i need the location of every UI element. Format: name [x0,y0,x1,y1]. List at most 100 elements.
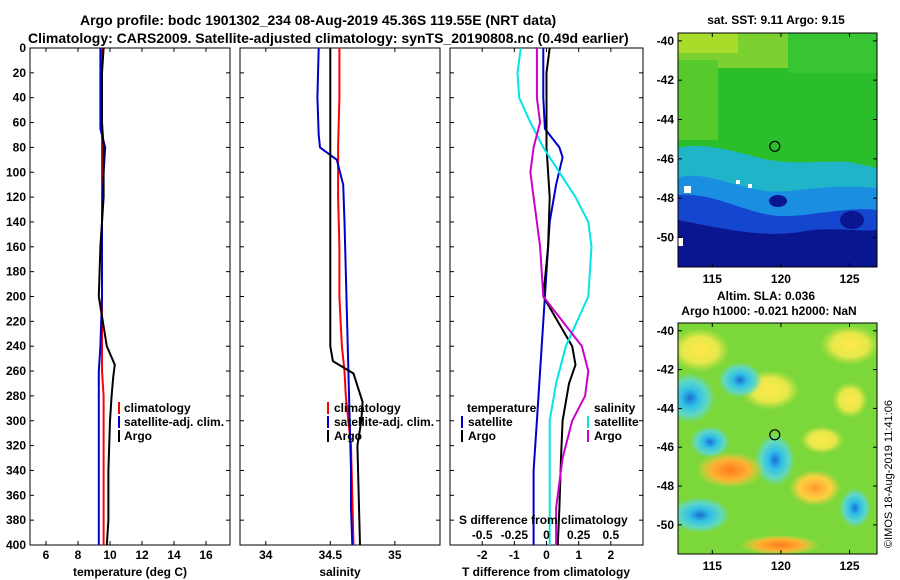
map-y-tick-label: -48 [657,191,675,205]
figure-title-line2: Climatology: CARS2009. Satellite-adjuste… [28,30,629,46]
map-y-tick-label: -42 [657,73,675,87]
legend-temperature-heading: temperature [467,401,537,415]
x-tick-label: 1 [575,548,582,562]
figure-title-line1: Argo profile: bodc 1901302_234 08-Aug-20… [80,12,556,28]
map-y-tick-label: -48 [657,479,675,493]
map-x-tick-label: 125 [840,272,860,286]
top-x-tick-label: 0.25 [567,528,591,542]
legend-salinity-heading: salinity [594,401,636,415]
y-tick-label: 220 [6,314,26,328]
y-tick-label: 120 [6,190,26,204]
x-tick-label: -1 [509,548,520,562]
map-y-tick-label: -50 [657,518,675,532]
salinity-difference-ticks: -0.5 -0.25 0 0.25 0.5 [472,528,620,542]
map-y-tick-label: -46 [657,152,675,166]
series-line-argo [329,48,364,546]
top-axis-label: S difference from climatology [459,513,628,527]
legend-climatology-label: climatology [124,401,191,415]
map-x-tick-label: 120 [771,559,791,573]
map-y-tick-label: -44 [657,113,675,127]
legend-t-argo-label: Argo [468,429,496,443]
x-tick-label: 10 [103,548,117,562]
map-x-tick-label: 125 [840,559,860,573]
y-tick-label: 160 [6,240,26,254]
y-tick-label: 140 [6,215,26,229]
y-tick-label: 60 [13,116,27,130]
series-line-argo [97,47,116,546]
sst-map-frame [677,32,878,268]
series-line-satellite-adj-clim- [316,47,354,546]
x-tick-label: -2 [477,548,488,562]
legend-satellite-label: satellite-adj. clim. [334,415,434,429]
series-line-s-satellite [516,47,593,545]
series-line-s-argo [529,48,590,545]
sla-map-frame [677,322,878,555]
difference-x-label: T difference from climatology [462,565,630,579]
sst-map-axes: -40 -42 -44 -46 -48 -50 115 120 125 [657,33,877,286]
temperature-x-label: temperature (deg C) [73,565,187,579]
top-x-tick-label: 0 [543,528,550,542]
map-y-tick-label: -44 [657,401,675,415]
sst-map-image [678,33,877,267]
sst-map-title: sat. SST: 9.11 Argo: 9.15 [707,13,845,27]
y-tick-label: 80 [13,140,27,154]
y-tick-label: 340 [6,463,26,477]
y-tick-label: 280 [6,389,26,403]
temperature-lines [97,47,116,546]
y-tick-label: 240 [6,339,26,353]
temperature-plot-frame [29,47,231,546]
legend-argo-label: Argo [124,429,152,443]
y-tick-label: 180 [6,265,26,279]
y-tick-label: 300 [6,414,26,428]
map-x-tick-label: 115 [703,559,723,573]
temperature-legend: climatology satellite-adj. clim. Argo [118,401,224,443]
difference-legend-salinity: salinity satellite Argo [587,401,639,443]
sla-map-axes: -40 -42 -44 -46 -48 -50 115 120 125 [657,323,877,573]
temperature-panel: 0 20 40 60 80 100 120 140 160 180 200 220 240 260 280 3… [6,41,231,579]
legend-argo-label: Argo [334,429,362,443]
salinity-panel: 34 34.5 35 salinity climatology satellite-… [239,47,441,579]
legend-s-satellite-label: satellite [594,415,639,429]
difference-x-axis: -2 -1 0 1 2 [477,48,614,562]
legend-satellite-label: satellite-adj. clim. [124,415,224,429]
y-tick-label: 0 [19,41,26,55]
x-tick-label: 6 [43,548,50,562]
salinity-legend: climatology satellite-adj. clim. Argo [327,401,434,443]
difference-lines [516,47,593,546]
series-line-satellite-adj-clim- [97,48,107,545]
legend-t-satellite-label: satellite [468,415,513,429]
difference-panel: -2 -1 0 1 2 T difference from climatology te… [449,47,644,579]
map-x-tick-label: 120 [771,272,791,286]
salinity-lines [316,47,364,546]
argo-position-marker [769,429,781,441]
legend-climatology-label: climatology [334,401,401,415]
series-line-t-argo [542,47,577,546]
legend-s-argo-label: Argo [594,429,622,443]
y-tick-label: 380 [6,513,26,527]
difference-legend-temperature: temperature satellite Argo [461,401,537,443]
argo-position-marker [769,140,781,152]
x-tick-label: 8 [75,548,82,562]
map-y-tick-label: -50 [657,231,675,245]
sla-map-title: Altim. SLA: 0.036 [717,289,815,303]
sst-map-panel: sat. SST: 9.11 Argo: 9.15 -40-4 [657,13,878,286]
x-tick-label: 16 [199,548,213,562]
map-y-tick-label: -40 [657,324,675,338]
y-tick-label: 260 [6,364,26,378]
y-tick-label: 320 [6,439,26,453]
x-tick-label: 35 [388,548,402,562]
salinity-x-axis: 34 34.5 35 [259,48,402,562]
x-tick-label: 34 [259,548,273,562]
top-x-tick-label: -0.5 [472,528,493,542]
y-tick-label: 360 [6,488,26,502]
map-x-tick-label: 115 [703,272,723,286]
x-tick-label: 34.5 [319,548,343,562]
y-tick-label: 40 [13,91,27,105]
x-tick-label: 0 [543,548,550,562]
map-y-tick-label: -42 [657,363,675,377]
x-tick-label: 14 [167,548,181,562]
depth-axis: 0 20 40 60 80 100 120 140 160 180 200 220 240 260 280 3… [6,41,230,552]
map-y-tick-label: -40 [657,34,675,48]
